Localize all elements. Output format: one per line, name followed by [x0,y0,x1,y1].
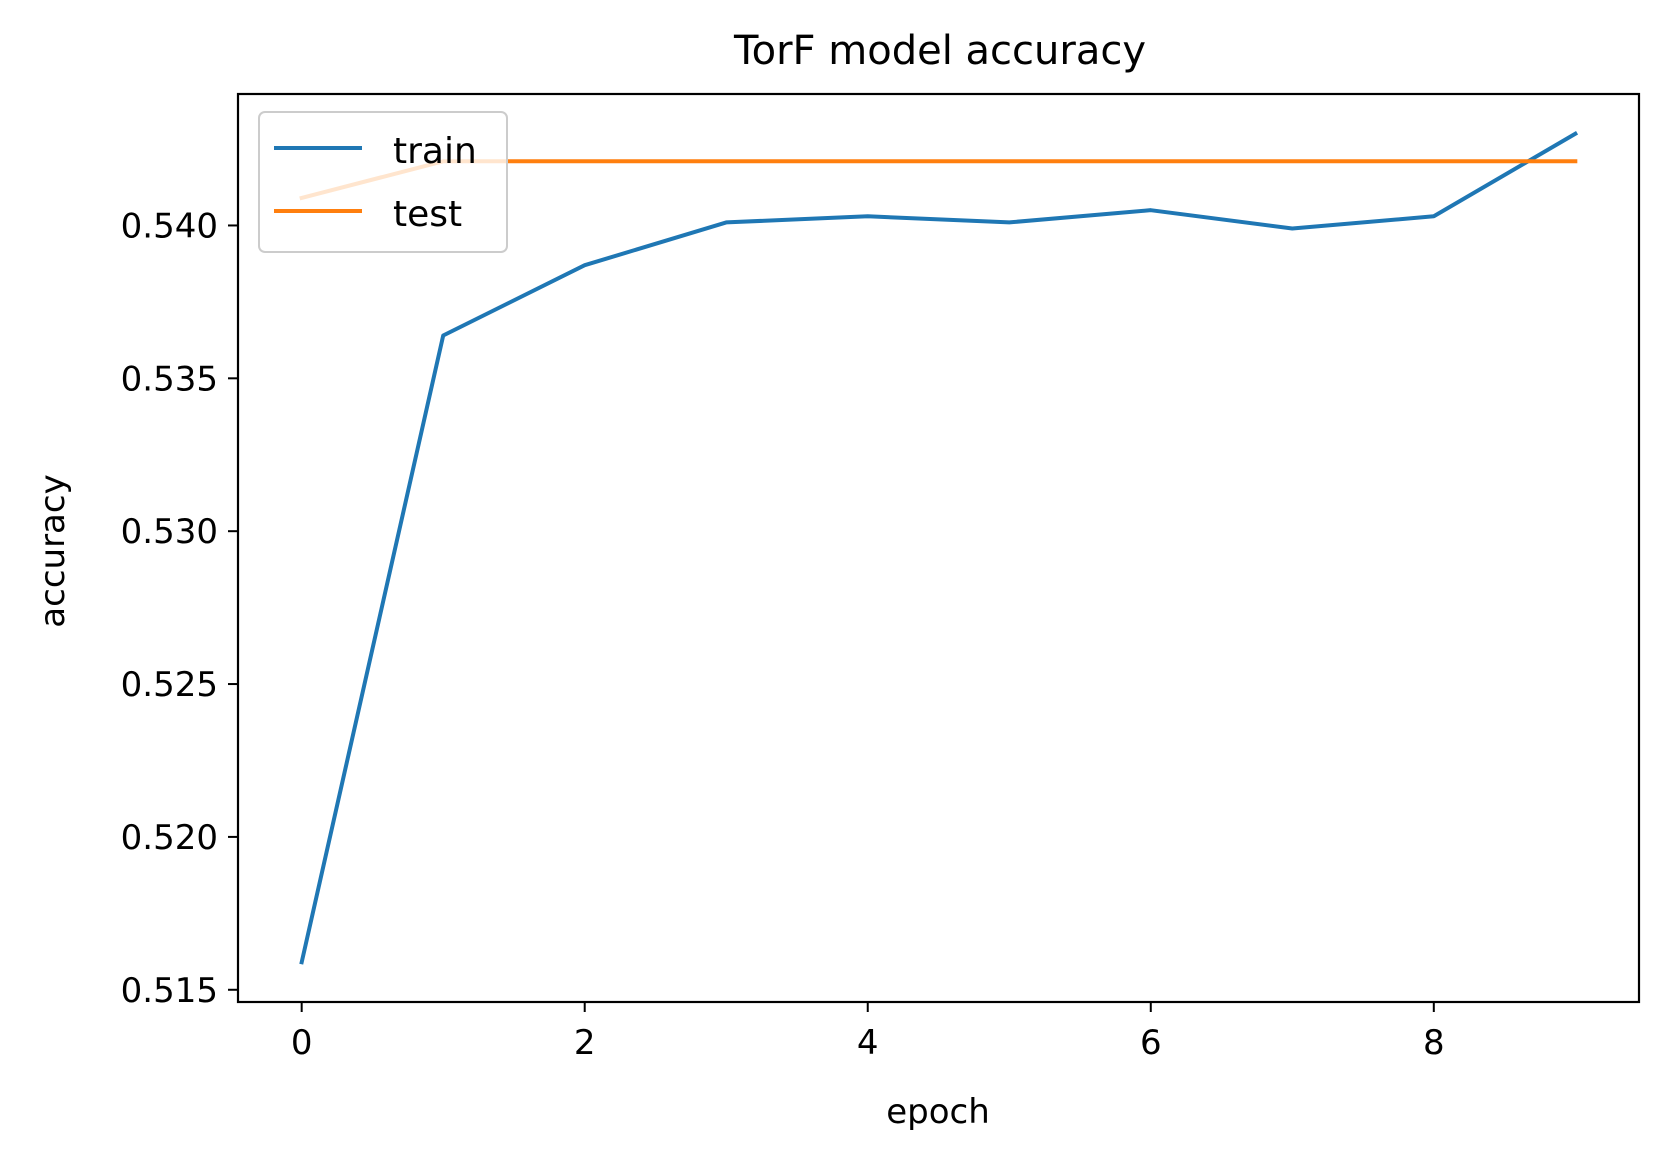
series-line-train [299,131,1579,965]
series-line-test [299,159,1578,201]
y-tick-label: 0.535 [121,359,218,399]
legend-label-train: train [393,131,477,172]
x-tick-label: 8 [1423,1023,1445,1063]
x-tick-label: 4 [857,1023,879,1063]
legend-label-test: test [393,194,462,235]
x-tick-label: 0 [291,1023,313,1063]
y-axis-label: accuracy [33,474,73,627]
chart-title: TorF model accuracy [733,28,1146,74]
y-tick-label: 0.515 [121,971,218,1011]
x-ticks: 0 2 4 6 8 [291,1002,1445,1063]
y-tick-label: 0.530 [121,512,218,552]
y-tick-label: 0.540 [121,206,218,246]
x-tick-label: 6 [1140,1023,1162,1063]
y-tick-label: 0.525 [121,665,218,705]
series-layer [299,131,1579,965]
y-ticks: 0.515 0.520 0.525 0.530 0.535 0.540 [121,206,238,1011]
plot-frame [236,92,1641,1004]
legend: train test [258,111,508,253]
x-axis-label: epoch [886,1092,990,1132]
y-tick-label: 0.520 [121,818,218,858]
x-tick-label: 2 [574,1023,596,1063]
